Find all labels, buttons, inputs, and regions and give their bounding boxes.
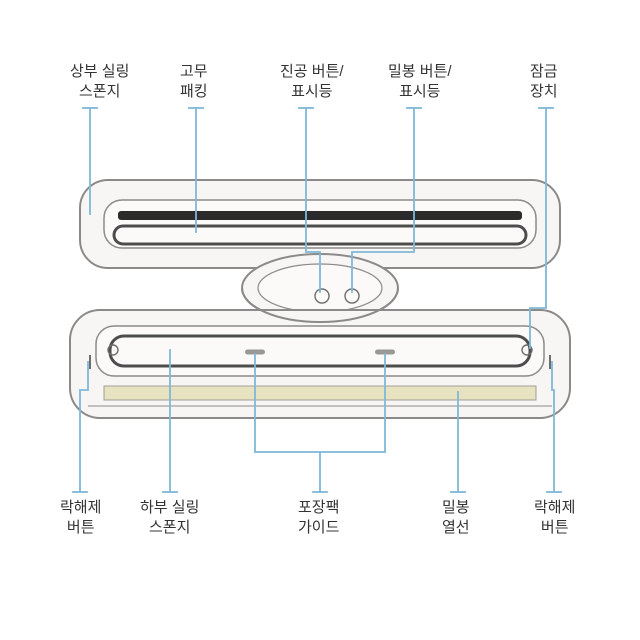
label-vacuum-button-line1: 진공 버튼/ — [280, 62, 344, 82]
label-upper-seal-sponge-line2: 스폰지 — [70, 82, 129, 102]
label-rubber-packing: 고무패킹 — [180, 62, 208, 103]
label-bag-guide-line1: 포장팩 — [298, 498, 339, 518]
label-upper-seal-sponge-line1: 상부 실링 — [70, 62, 129, 82]
label-release-left: 락해제버튼 — [60, 498, 101, 539]
label-heat-wire-line2: 열선 — [442, 518, 470, 538]
label-lock-device-line2: 장치 — [530, 82, 558, 102]
label-lower-seal-sponge-line2: 스폰지 — [140, 518, 199, 538]
label-release-left-line2: 버튼 — [60, 518, 101, 538]
label-bag-guide-line2: 가이드 — [298, 518, 339, 538]
label-seal-button-line1: 밀봉 버튼/ — [388, 62, 452, 82]
label-release-right-line2: 버튼 — [534, 518, 575, 538]
label-heat-wire-line1: 밀봉 — [442, 498, 470, 518]
label-lower-seal-sponge-line1: 하부 실링 — [140, 498, 199, 518]
label-vacuum-button: 진공 버튼/표시등 — [280, 62, 344, 103]
label-vacuum-button-line2: 표시등 — [280, 82, 344, 102]
label-rubber-packing-line1: 고무 — [180, 62, 208, 82]
label-lock-device: 잠금장치 — [530, 62, 558, 103]
label-release-right-line1: 락해제 — [534, 498, 575, 518]
label-upper-seal-sponge: 상부 실링스폰지 — [70, 62, 129, 103]
label-rubber-packing-line2: 패킹 — [180, 82, 208, 102]
label-bag-guide: 포장팩가이드 — [298, 498, 339, 539]
label-lock-device-line1: 잠금 — [530, 62, 558, 82]
label-lower-seal-sponge: 하부 실링스폰지 — [140, 498, 199, 539]
label-heat-wire: 밀봉열선 — [442, 498, 470, 539]
label-seal-button-line2: 표시등 — [388, 82, 452, 102]
label-release-right: 락해제버튼 — [534, 498, 575, 539]
label-seal-button: 밀봉 버튼/표시등 — [388, 62, 452, 103]
label-release-left-line1: 락해제 — [60, 498, 101, 518]
